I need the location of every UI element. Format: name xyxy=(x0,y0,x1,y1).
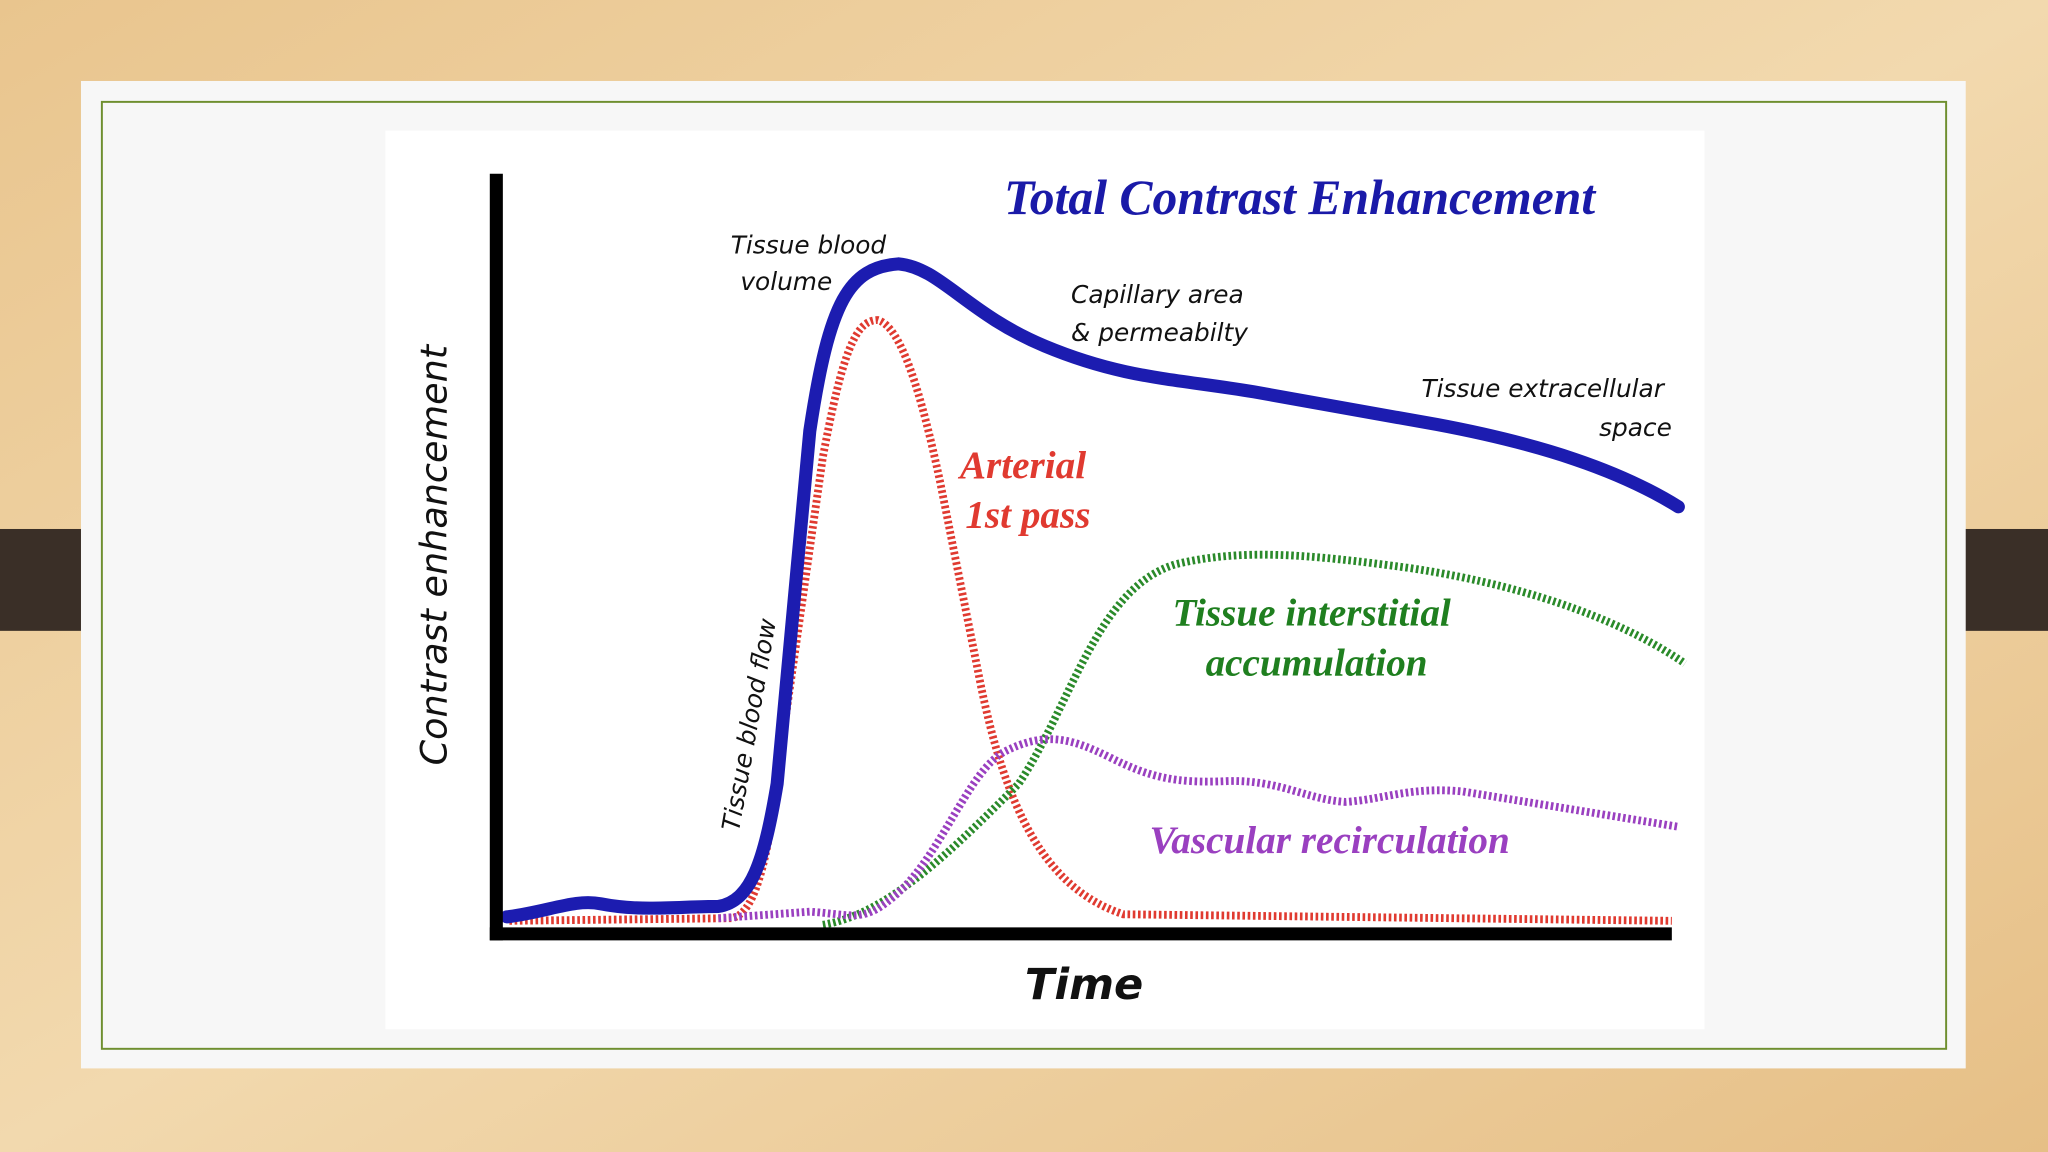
arterial-curve xyxy=(509,316,1672,925)
annotation: Arterial 1st pass xyxy=(957,444,1096,537)
annotation: Tissue interstitial accumulation xyxy=(1173,592,1461,685)
total-curve xyxy=(500,257,1685,924)
annotation-line: Arterial xyxy=(957,444,1086,487)
annotation-line: 1st pass xyxy=(965,494,1090,537)
annotation-line: Capillary area xyxy=(1071,280,1244,309)
recirculation-curve xyxy=(718,735,1680,923)
annotation-line: space xyxy=(1599,413,1672,442)
x-axis-label: Time xyxy=(1025,960,1143,1010)
interstitial-curve xyxy=(822,550,1688,929)
annotation: Tissue extracellular space xyxy=(1422,374,1672,442)
annotation: Tissue blood volume xyxy=(731,230,894,296)
annotation: Vascular recirculation xyxy=(1150,819,1510,862)
annotation-line: Tissue blood xyxy=(731,230,887,259)
annotation-line: Tissue interstitial xyxy=(1173,592,1451,635)
annotation-line: volume xyxy=(740,267,832,296)
annotation-line: accumulation xyxy=(1206,641,1428,684)
annotation-line: Tissue extracellular xyxy=(1422,374,1666,403)
chart-image xyxy=(385,130,1705,1030)
annotation: Capillary area & permeabilty xyxy=(1071,280,1252,347)
annotation-line: Vascular recirculation xyxy=(1150,819,1510,862)
slide-border xyxy=(100,100,1948,1050)
annotation-line: & permeabilty xyxy=(1071,318,1248,347)
y-axis-label: Contrast enhancement xyxy=(413,343,456,765)
title: Total Contrast Enhancement xyxy=(1004,170,1597,225)
